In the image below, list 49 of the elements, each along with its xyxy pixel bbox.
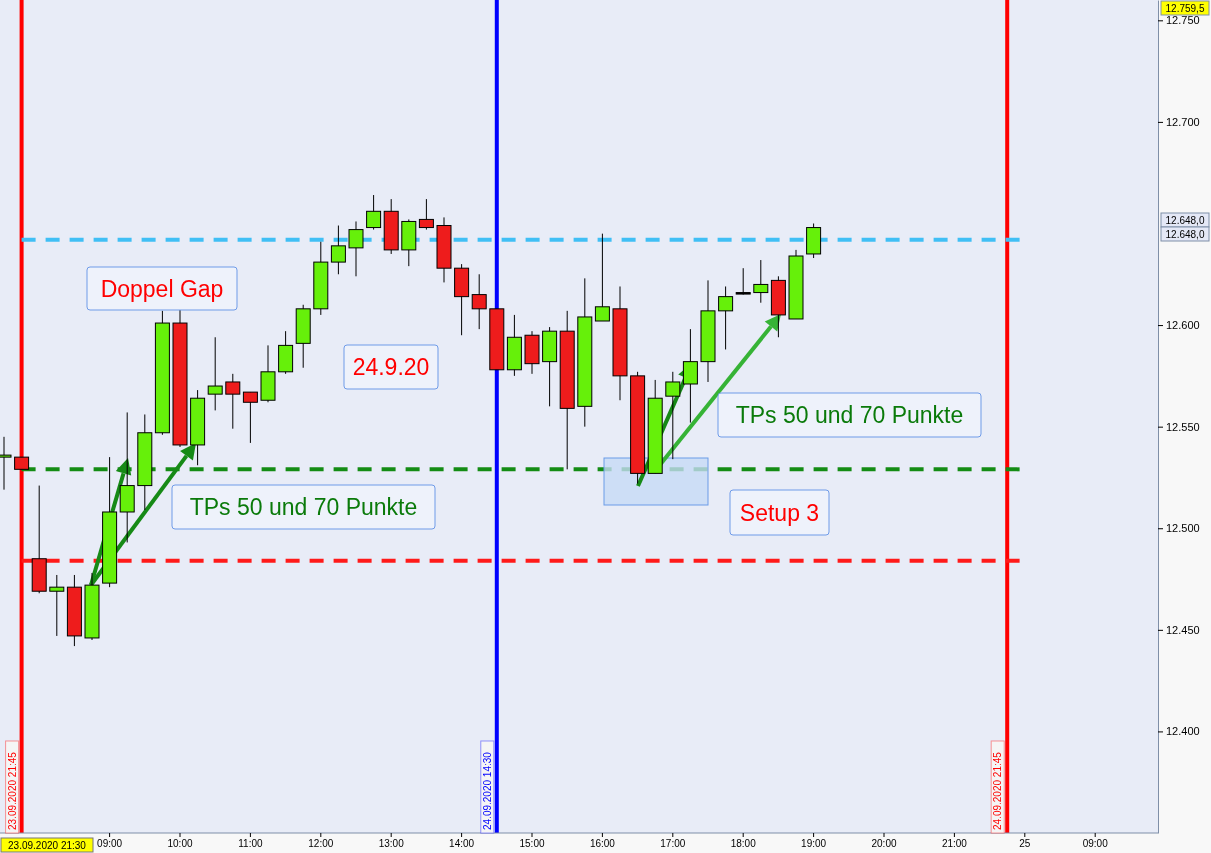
x-tick-label: 16:00 <box>589 838 616 850</box>
annotation: Doppel Gap <box>100 275 224 302</box>
y-tick-label: 12.600 <box>1166 319 1200 332</box>
y-tick-label: 12.750 <box>1166 14 1200 27</box>
x-tick-label: 09:00 <box>97 838 123 850</box>
y-tick-label: 12.550 <box>1166 420 1200 433</box>
x-tick-label: 10:00 <box>167 838 193 850</box>
text: 23.09.2020 21:30 <box>8 840 87 851</box>
candlestick <box>594 233 610 322</box>
x-tick-label: 21:00 <box>941 838 968 850</box>
y-tick-label: 12.500 <box>1166 522 1200 535</box>
x-tick-label: 09:00 <box>1082 838 1109 850</box>
x-tick-label: 18:00 <box>730 838 757 850</box>
candlestick <box>366 194 382 231</box>
x-tick-label: 13:00 <box>378 838 405 850</box>
text: 12.648,0 <box>1165 215 1205 226</box>
x-tick-label: 15:00 <box>519 838 545 850</box>
candlestick <box>718 285 734 350</box>
candlestick <box>225 373 241 430</box>
x-tick-label: 25 <box>1019 838 1031 850</box>
annotation: 24.09.2020 14:30 <box>481 751 493 830</box>
candlestick <box>49 574 65 637</box>
candlestick <box>242 391 258 444</box>
x-tick-label: 11:00 <box>238 838 263 850</box>
y-tick-label: 12.450 <box>1166 623 1200 636</box>
annotation: TPs 50 und 70 Punkte <box>189 494 418 520</box>
candlestick <box>471 273 487 330</box>
x-tick-label: 19:00 <box>801 838 827 850</box>
candlestick <box>735 267 751 296</box>
candlestick <box>348 220 364 277</box>
x-tick-label: 17:00 <box>660 838 686 850</box>
candlestick <box>753 259 769 304</box>
annotation: 24.9.20 <box>352 354 430 380</box>
candlestick <box>682 328 698 424</box>
y-tick-label: 12.400 <box>1166 725 1200 738</box>
x-tick-label: 20:00 <box>871 838 897 850</box>
candlestick <box>207 336 223 411</box>
text: 12.759,5 <box>1165 3 1205 14</box>
y-tick-label: 12.700 <box>1166 115 1200 128</box>
x-tick-label: 14:00 <box>449 838 475 850</box>
annotation: Setup 3 <box>739 499 820 526</box>
candlestick <box>418 198 434 231</box>
annotation: 24.09.2020 21:45 <box>992 751 1004 830</box>
candlestick <box>330 225 346 275</box>
annotation: TPs 50 und 70 Punkte <box>735 402 964 428</box>
annotation: 23.09.2020 21:45 <box>6 751 18 830</box>
candlestick <box>665 371 681 460</box>
text: 12.648,0 <box>1165 229 1205 240</box>
x-tick-label: 12:00 <box>308 838 334 850</box>
